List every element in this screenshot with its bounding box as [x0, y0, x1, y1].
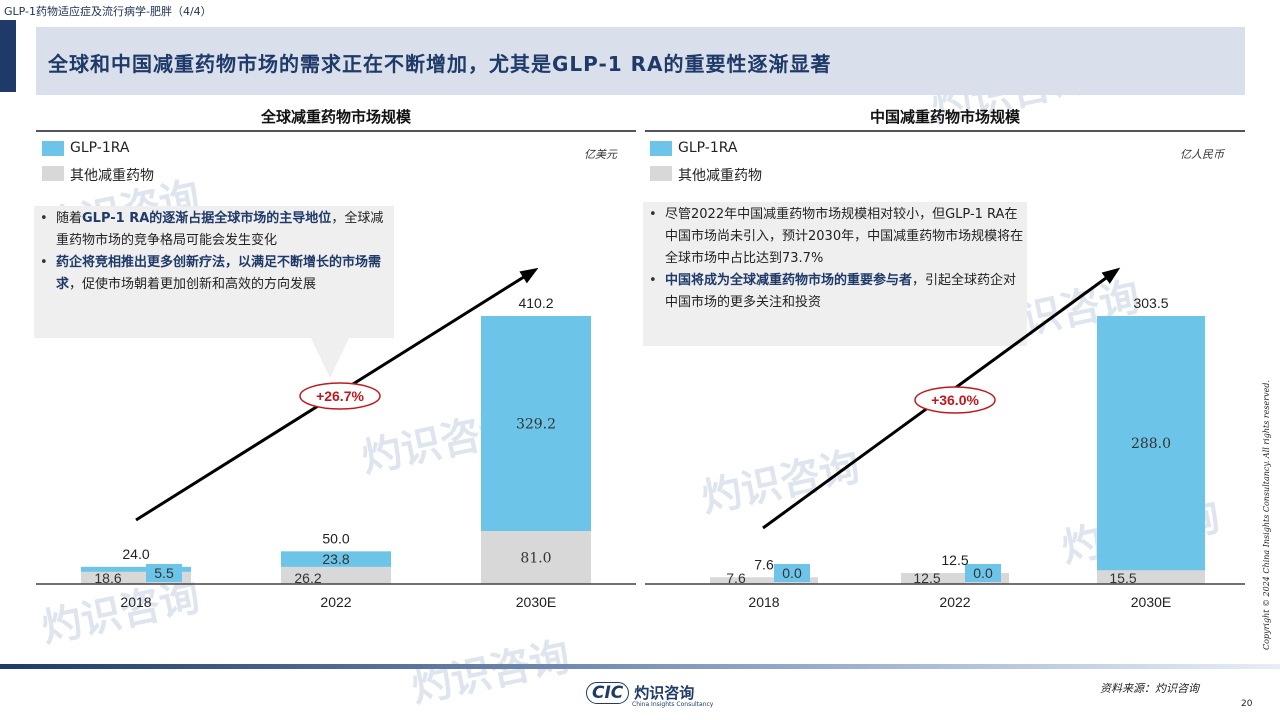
category-label: 2030E: [516, 594, 556, 610]
footer-logo: CIC 灼识咨询 China Insights Consultancy: [586, 682, 713, 708]
china-note-1-text: 尽管2022年中国减重药物市场规模相对较小，但GLP-1 RA在中国市场尚未引入…: [665, 207, 1024, 266]
source-note: 资料来源：灼识咨询: [1100, 682, 1199, 695]
legend-other-swatch: [42, 166, 64, 181]
data-label-total: 303.5: [1133, 295, 1168, 311]
global-unit-label: 亿美元: [584, 148, 617, 161]
data-label-total: 50.0: [322, 530, 349, 546]
china-note-1: 尽管2022年中国减重药物市场规模相对较小，但GLP-1 RA在中国市场尚未引入…: [643, 204, 1027, 270]
bar-glp1: [1097, 316, 1205, 571]
global-note-1: 随着GLP-1 RA的逐渐占据全球市场的主导地位，全球减重药物市场的竞争格局可能…: [34, 208, 394, 252]
china-unit-label: 亿人民币: [1180, 148, 1224, 161]
data-label-other: 12.5: [913, 570, 940, 586]
data-label-glp1: 329.2: [516, 417, 556, 433]
data-label-other: 26.2: [294, 570, 321, 586]
data-label-total: 12.5: [941, 552, 968, 568]
bar-other: [901, 572, 1009, 584]
global-note-1-bold: GLP-1 RA的逐渐占据全球市场的主导地位: [82, 211, 332, 226]
global-note-2-rest: ，促使市场朝着更加创新和高效的方向发展: [69, 277, 317, 292]
data-label-total: 7.6: [754, 556, 774, 572]
bar-glp1: [481, 316, 591, 532]
bar-other: [710, 577, 818, 584]
data-label-glp1: 23.8: [322, 551, 349, 567]
global-chart-title: 全球减重药物市场规模: [260, 108, 411, 126]
left-accent-bar: [0, 20, 16, 92]
growth-arrow-head: [1101, 267, 1121, 284]
data-label-glp1: 0.0: [973, 565, 993, 581]
global-note-2: 药企将竞相推出更多创新疗法，以满足不断增长的市场需求，促使市场朝着更加创新和高效…: [34, 252, 394, 296]
bar-other: [1097, 570, 1205, 584]
global-note-1-rest: ，全球减重药物市场的竞争格局可能会发生变化: [56, 211, 384, 248]
legend-glp1-label-china: GLP-1RA: [678, 140, 738, 156]
bar-glp1: [281, 551, 391, 567]
logo-cn: 灼识咨询: [634, 684, 695, 702]
global-note-2-bold: 药企将竞相推出更多创新疗法，以满足不断增长的市场需求: [56, 255, 382, 292]
cagr-oval: [299, 382, 381, 410]
cagr-oval: [914, 386, 996, 414]
category-label: 2022: [320, 594, 351, 610]
notes-callout-pointer: [310, 336, 350, 378]
category-label: 2022: [939, 594, 970, 610]
page-title: 全球和中国减重药物市场的需求正在不断增加，尤其是GLP-1 RA的重要性逐渐显著: [48, 52, 832, 76]
glp1-small-marker: [146, 564, 182, 582]
logo-cic: CIC: [586, 682, 630, 704]
legend-glp1-label: GLP-1RA: [70, 140, 130, 156]
title-bar: 全球和中国减重药物市场的需求正在不断增加，尤其是GLP-1 RA的重要性逐渐显著: [36, 27, 1245, 95]
global-notes-box: 随着GLP-1 RA的逐渐占据全球市场的主导地位，全球减重药物市场的竞争格局可能…: [34, 206, 394, 338]
china-chart-title: 中国减重药物市场规模: [869, 108, 1020, 126]
data-label-other: 7.6: [726, 570, 746, 586]
glp1-small-marker: [965, 564, 1001, 582]
data-label-total: 410.2: [518, 295, 553, 311]
copyright: Copyright © 2024 China Insights Consulta…: [1262, 379, 1271, 650]
legend-other-label: 其他减重药物: [70, 168, 154, 184]
category-label: 2030E: [1131, 594, 1171, 610]
china-title-rule: [645, 130, 1245, 132]
breadcrumb: GLP-1药物适应症及流行病学-肥胖（4/4）: [4, 5, 212, 18]
legend-other-label-china: 其他减重药物: [678, 168, 762, 184]
logo-en: China Insights Consultancy: [632, 701, 714, 708]
legend-glp1-swatch: [42, 141, 64, 156]
data-label-other: 15.5: [1109, 570, 1136, 586]
data-label-glp1: 5.5: [154, 565, 174, 581]
bar-other: [281, 566, 391, 584]
data-label-glp1: 0.0: [782, 565, 802, 581]
china-note-2: 中国将成为全球减重药物市场的重要参与者，引起全球药企对中国市场的更多关注和投资: [643, 270, 1027, 314]
bar-glp1: [81, 566, 191, 572]
cagr-label: +36.0%: [931, 392, 979, 408]
growth-arrow-head: [519, 267, 539, 284]
global-title-rule: [36, 130, 636, 132]
data-label-total: 24.0: [122, 546, 149, 562]
legend-other-swatch-china: [650, 166, 672, 181]
china-note-2-bold: 中国将成为全球减重药物市场的重要参与者: [665, 273, 913, 288]
bar-other: [481, 531, 591, 584]
data-label-other: 81.0: [520, 551, 551, 567]
category-label: 2018: [748, 594, 779, 610]
china-notes-box: 尽管2022年中国减重药物市场规模相对较小，但GLP-1 RA在中国市场尚未引入…: [643, 202, 1027, 346]
glp1-small-marker: [774, 564, 810, 582]
footer-line: [0, 664, 1280, 669]
legend-glp1-swatch-china: [650, 141, 672, 156]
data-label-glp1: 288.0: [1131, 436, 1171, 452]
cagr-label: +26.7%: [316, 388, 364, 404]
page-number: 20: [1241, 699, 1253, 709]
data-label-other: 18.6: [94, 570, 121, 586]
china-note-2-rest: ，引起全球药企对中国市场的更多关注和投资: [665, 273, 1017, 310]
category-label: 2018: [120, 594, 151, 610]
